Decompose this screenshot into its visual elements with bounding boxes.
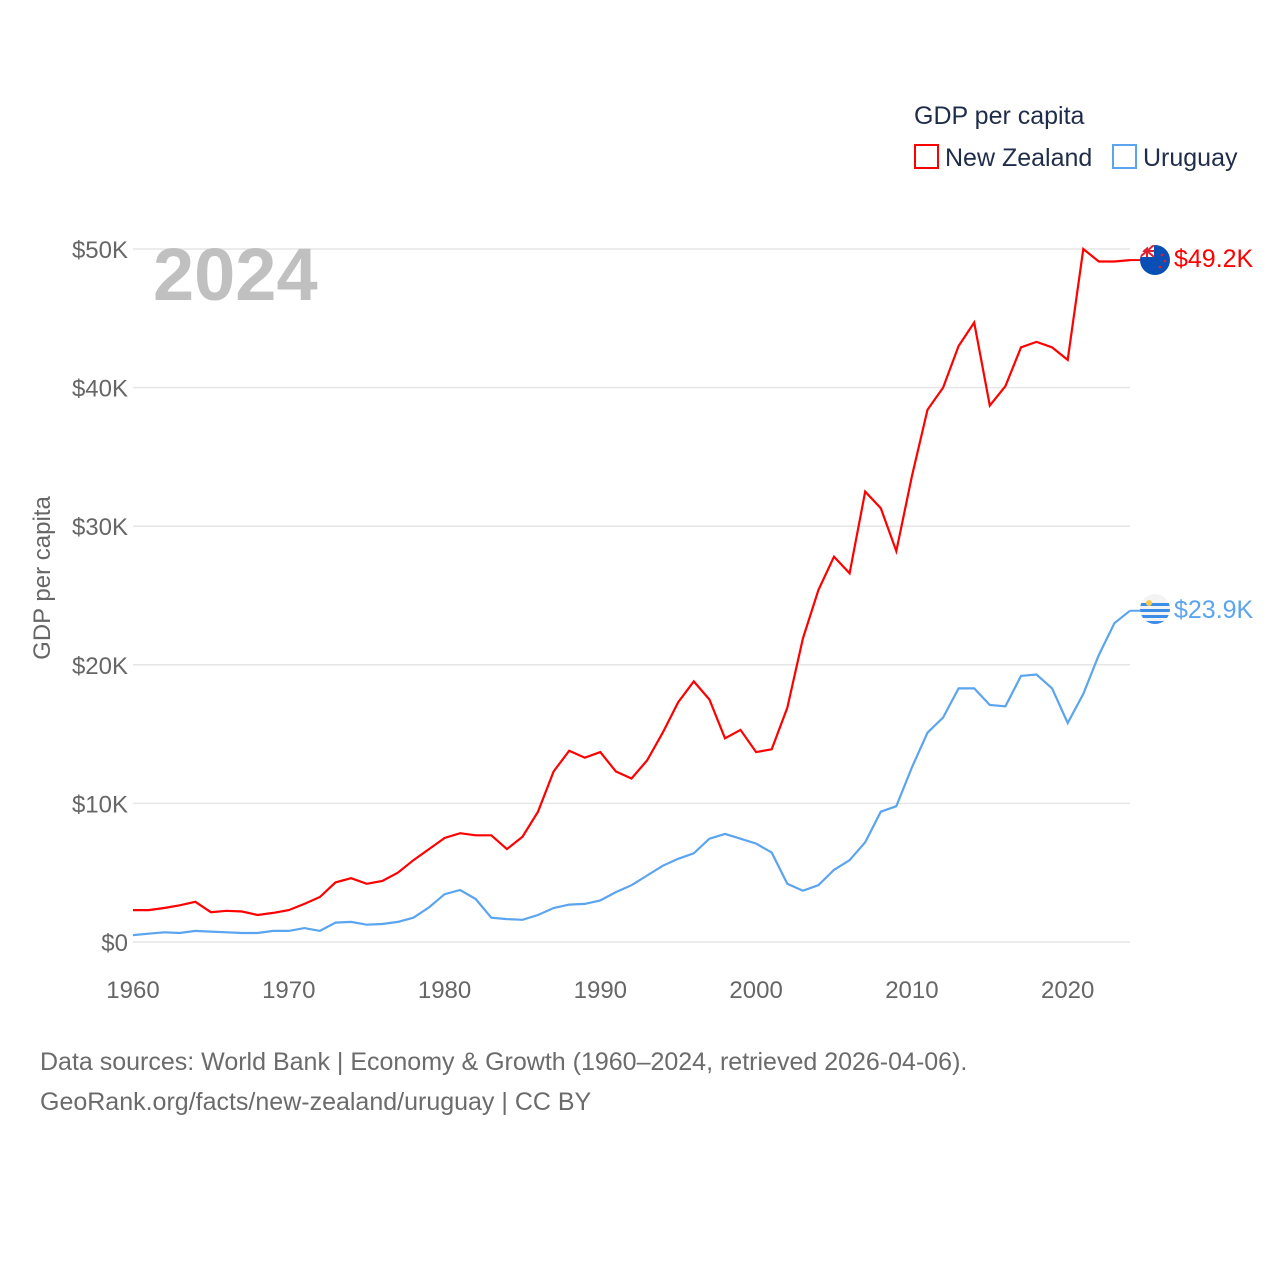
source-link[interactable]: GeoRank.org/facts/new-zealand/uruguay | …	[40, 1088, 592, 1116]
y-tick-label: $10K	[72, 791, 128, 818]
series-line-uruguay	[132, 609, 1131, 937]
gridlines	[133, 248, 1130, 943]
y-tick-label: $0	[101, 930, 128, 957]
y-tick-label: $50K	[72, 237, 128, 264]
x-tick-label: 2020	[1041, 977, 1094, 1004]
y-tick-label: $20K	[72, 653, 128, 680]
legend-label-uruguay: Uruguay	[1143, 144, 1238, 172]
y-axis-label: GDP per capita	[29, 496, 56, 660]
y-axis-ticks: $0 $10K $20K $30K $40K $50K	[72, 237, 128, 957]
x-axis-ticks: 1960 1970 1980 1990 2000 2010 2020	[106, 977, 1094, 1004]
legend-label-new-zealand: New Zealand	[945, 144, 1092, 172]
legend-swatch-uruguay	[1112, 144, 1137, 169]
end-label-new-zealand: $49.2K	[1174, 245, 1254, 273]
y-tick-label: $30K	[72, 514, 128, 541]
series-line-new-zealand	[133, 246, 1131, 917]
x-tick-label: 1960	[106, 977, 159, 1004]
new-zealand-flag-icon	[1140, 245, 1170, 275]
x-tick-label: 2000	[729, 977, 782, 1004]
legend-item-uruguay[interactable]: Uruguay	[1112, 144, 1238, 172]
legend-item-new-zealand[interactable]: New Zealand	[914, 144, 1092, 172]
x-tick-label: 1970	[262, 977, 315, 1004]
end-label-uruguay: $23.9K	[1174, 596, 1254, 624]
x-tick-label: 2010	[885, 977, 938, 1004]
y-tick-label: $40K	[72, 376, 128, 403]
x-tick-label: 1990	[574, 977, 627, 1004]
year-watermark: 2024	[153, 233, 318, 316]
uruguay-flag-icon	[1140, 594, 1170, 624]
chart-footer: Data sources: World Bank | Economy & Gro…	[40, 1042, 967, 1122]
series-lines	[132, 246, 1142, 937]
gdp-line-chart: $0 $10K $20K $30K $40K $50K 1960 1970 1980 1990 2…	[29, 102, 1254, 1004]
legend-swatch-new-zealand	[914, 144, 939, 169]
x-tick-label: 1980	[418, 977, 471, 1004]
data-source-note: Data sources: World Bank | Economy & Gro…	[40, 1048, 968, 1076]
legend-title: GDP per capita	[914, 102, 1085, 130]
